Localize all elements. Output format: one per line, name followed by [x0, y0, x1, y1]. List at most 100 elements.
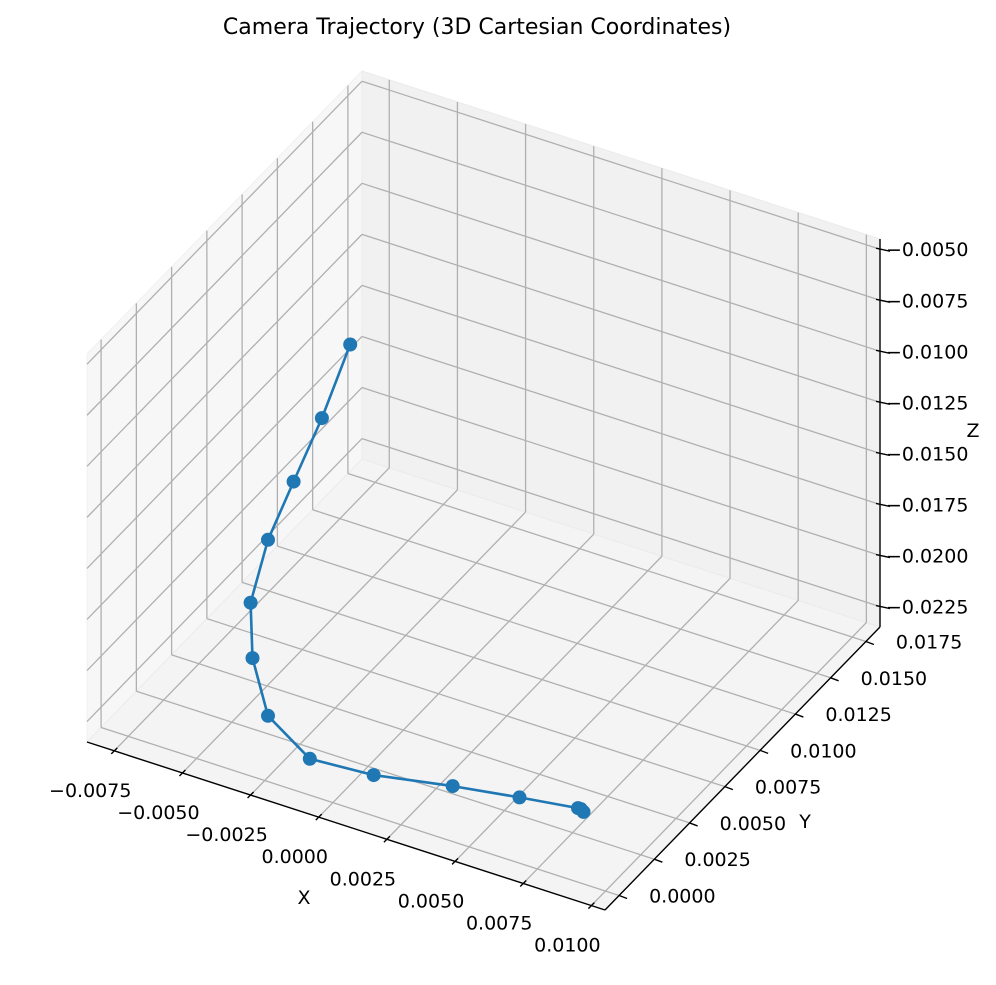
grid-y-floor [312, 509, 831, 679]
grid-z-back [361, 284, 881, 455]
trajectory-point [243, 595, 258, 610]
z-tick-label: −0.0050 [886, 239, 968, 261]
chart-title: Camera Trajectory (3D Cartesian Coordina… [223, 15, 731, 40]
x-tick-label: 0.0075 [466, 912, 532, 934]
grid-z-left [86, 131, 363, 416]
x-tick-label: −0.0050 [117, 802, 199, 824]
z-tick-label: −0.0075 [886, 290, 968, 312]
y-tick-mark [795, 713, 804, 718]
trajectory-point [366, 768, 381, 783]
grid-x-floor [386, 555, 663, 840]
x-tick-mark [315, 813, 323, 821]
y-tick-label: 0.0075 [755, 777, 821, 799]
grid-x-floor [522, 600, 799, 884]
grid-z-left [86, 80, 363, 365]
grid-x-floor [454, 577, 731, 862]
y-axis-label: Y [798, 811, 811, 833]
x-tick-mark [519, 879, 527, 887]
y-tick-label: 0.0050 [720, 813, 786, 835]
grid-x-floor [590, 622, 867, 907]
x-tick-label: −0.0025 [185, 824, 267, 846]
trajectory-series [243, 337, 591, 819]
grid-z-left [86, 284, 363, 569]
axis-lines [86, 239, 881, 911]
y-axis-line [604, 626, 881, 911]
z-tick-mark [875, 502, 891, 508]
tick-labels: −0.0075−0.0050−0.00250.00000.00250.00500… [49, 239, 968, 956]
grid-y-floor [347, 472, 867, 643]
x-tick-label: 0.0100 [534, 935, 600, 957]
z-tick-mark [875, 400, 891, 406]
trajectory-point [261, 532, 275, 547]
axis-panes [86, 69, 881, 911]
x-tick-label: 0.0050 [398, 890, 464, 912]
z-tick-mark [875, 247, 891, 252]
grid-z-back [361, 386, 881, 557]
y-tick-label: 0.0125 [825, 704, 891, 726]
grid-x-floor [181, 489, 458, 774]
grid-x-floor [250, 511, 527, 796]
x-tick-mark [247, 791, 255, 799]
z-tick-label: −0.0175 [886, 494, 968, 516]
trajectory-line [249, 344, 585, 813]
trajectory-point [576, 804, 591, 819]
z-tick-mark [875, 604, 891, 610]
y-tick-label: 0.0100 [790, 740, 856, 762]
grid-z-left [86, 438, 363, 723]
x-tick-mark [451, 857, 459, 865]
trajectory-point [286, 474, 301, 489]
grid-z-left [86, 387, 363, 671]
y-tick-mark [759, 749, 769, 755]
y-tick-label: 0.0150 [861, 668, 927, 690]
y-tick-mark [865, 640, 875, 646]
z-tick-label: −0.0150 [886, 443, 968, 465]
trajectory-point [245, 651, 260, 666]
z-tick-label: −0.0100 [886, 341, 968, 363]
y-tick-mark [724, 785, 734, 791]
z-tick-mark [875, 553, 891, 559]
z-tick-mark [875, 298, 891, 303]
x-tick-mark [383, 835, 391, 843]
x-tick-label: 0.0000 [261, 846, 327, 868]
x-tick-label: 0.0025 [330, 868, 396, 890]
x-tick-mark [587, 902, 595, 910]
grid-z-left [86, 336, 363, 620]
trajectory-point [512, 790, 527, 805]
grid-y-floor [100, 726, 620, 897]
trajectory-point [343, 337, 358, 352]
x-tick-label: −0.0075 [49, 780, 131, 802]
grid-y-floor [136, 690, 655, 860]
grid-z-back [361, 437, 881, 608]
x-axis-label: X [297, 887, 310, 909]
z-tick-label: −0.0200 [886, 546, 968, 568]
z-tick-mark [875, 349, 891, 355]
grid-y-floor [277, 545, 796, 715]
grid-y-floor [241, 581, 761, 751]
trajectory-point [302, 751, 317, 766]
x-axis-line [86, 741, 606, 911]
grid-z-back [361, 335, 881, 506]
grid-z-left [86, 233, 363, 518]
y-tick-label: 0.0025 [684, 849, 750, 871]
trajectory-point [261, 708, 275, 723]
y-tick-mark [618, 894, 628, 900]
trajectory-point [314, 411, 329, 426]
grid-y-floor [206, 618, 726, 788]
z-axis-label: Z [966, 420, 979, 442]
z-tick-label: −0.0225 [886, 597, 968, 619]
grid-lines [86, 79, 881, 907]
x-tick-mark [110, 747, 118, 755]
grid-z-back [361, 131, 881, 301]
z-tick-mark [875, 451, 891, 457]
y-tick-label: 0.0175 [896, 632, 962, 654]
y-tick-label: 0.0000 [649, 885, 715, 907]
grid-z-back [361, 233, 881, 403]
y-tick-mark [654, 858, 663, 863]
trajectory-point [445, 779, 460, 794]
grid-z-left [86, 182, 363, 467]
z-tick-label: −0.0125 [886, 392, 968, 414]
y-tick-mark [830, 677, 839, 682]
grid-z-back [361, 182, 881, 352]
grid-x-floor [318, 533, 595, 818]
